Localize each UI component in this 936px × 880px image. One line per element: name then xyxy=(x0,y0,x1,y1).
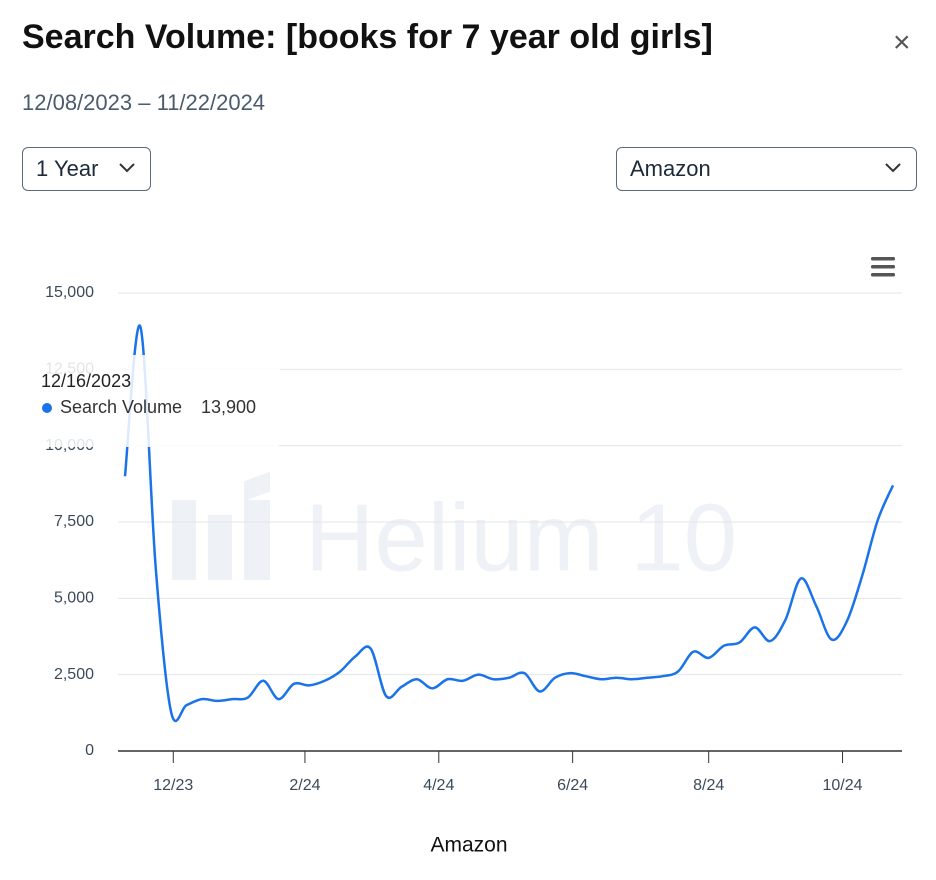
date-range: 12/08/2023 – 11/22/2024 xyxy=(22,90,266,115)
x-tick-label: 10/24 xyxy=(823,777,863,794)
series-line xyxy=(123,324,895,723)
tooltip-dot xyxy=(42,403,52,413)
watermark-text: Helium 10 xyxy=(305,484,737,591)
x-tick-label: 8/24 xyxy=(693,777,724,794)
y-tick-label: 0 xyxy=(85,742,94,759)
title: Search Volume: [books for 7 year old gir… xyxy=(22,18,713,56)
x-tick-label: 2/24 xyxy=(289,777,320,794)
y-tick-label: 2,500 xyxy=(54,666,94,683)
tooltip-box xyxy=(26,355,280,447)
menu-icon[interactable] xyxy=(871,257,895,277)
x-tick-label: 6/24 xyxy=(557,777,588,794)
period-dropdown[interactable]: 1 Year xyxy=(22,147,151,191)
tooltip: 12/16/2023 Search Volume 13,900 xyxy=(26,355,280,447)
close-button[interactable]: × xyxy=(893,26,911,59)
marketplace-value: Amazon xyxy=(630,156,711,181)
y-tick-label: 15,000 xyxy=(45,284,94,301)
x-axis-title: Amazon xyxy=(430,834,507,857)
tooltip-value: 13,900 xyxy=(201,397,256,417)
chevron xyxy=(119,163,135,173)
chevron xyxy=(885,163,901,173)
y-tick-label: 7,500 xyxy=(54,513,94,530)
watermark: Helium 10 xyxy=(172,471,737,591)
marketplace-dropdown[interactable]: Amazon xyxy=(616,147,917,191)
x-tick-label: 12/23 xyxy=(153,777,193,794)
tooltip-date: 12/16/2023 xyxy=(41,371,131,391)
y-tick-label: 5,000 xyxy=(54,590,94,607)
tooltip-series: Search Volume xyxy=(60,397,182,417)
period-value: 1 Year xyxy=(36,156,99,181)
x-tick-label: 4/24 xyxy=(423,777,454,794)
